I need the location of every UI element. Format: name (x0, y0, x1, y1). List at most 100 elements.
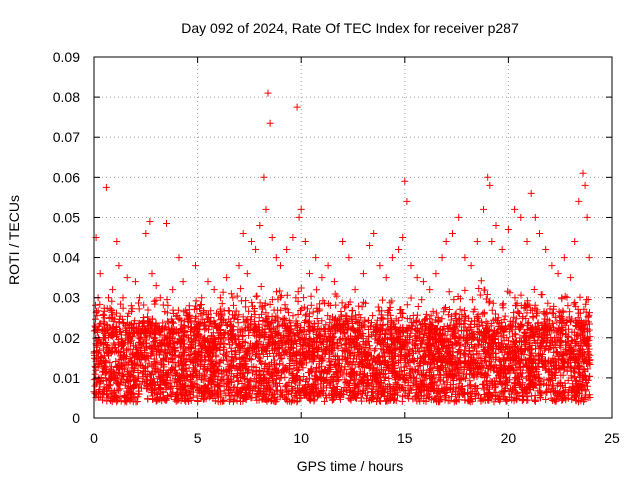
data-point (227, 290, 235, 298)
data-point (300, 294, 308, 302)
data-point (196, 301, 204, 309)
data-point (297, 284, 305, 292)
data-point (345, 301, 352, 309)
data-point (442, 304, 449, 311)
data-point (277, 292, 285, 300)
data-point (475, 285, 483, 292)
data-point (374, 303, 382, 311)
data-point (414, 303, 422, 310)
data-point (516, 325, 523, 333)
data-point (388, 297, 396, 305)
data-point (168, 318, 176, 326)
data-point (512, 302, 519, 310)
data-point (306, 395, 314, 403)
data-point (480, 310, 488, 318)
data-point (272, 312, 280, 320)
data-point (169, 306, 177, 314)
data-point (549, 354, 557, 362)
data-point (532, 345, 539, 353)
data-point (135, 305, 143, 313)
data-point (418, 370, 425, 378)
data-point (523, 309, 531, 317)
data-point (101, 334, 109, 342)
data-point (563, 337, 571, 345)
data-point (289, 312, 297, 320)
data-point (398, 397, 406, 405)
data-point (300, 303, 308, 311)
data-point (92, 315, 99, 323)
data-point (105, 314, 113, 322)
data-point (445, 288, 453, 296)
data-point (257, 283, 265, 290)
data-point (168, 382, 176, 390)
data-point (418, 296, 426, 304)
data-point (139, 318, 147, 326)
data-point (164, 392, 171, 399)
data-point (427, 312, 435, 320)
data-point (570, 300, 578, 308)
data-point (163, 296, 171, 304)
data-point (379, 296, 386, 304)
data-point (370, 365, 378, 373)
data-point (219, 288, 227, 296)
data-point (519, 313, 527, 321)
data-point (119, 304, 127, 312)
data-point (547, 342, 555, 350)
data-point (91, 389, 99, 397)
data-point (185, 389, 193, 397)
data-point (369, 312, 377, 320)
data-point (313, 286, 321, 294)
data-point (252, 292, 260, 300)
data-point (385, 375, 393, 382)
data-point (309, 308, 317, 316)
data-point (575, 309, 583, 317)
data-point (564, 302, 572, 310)
data-point (256, 332, 264, 340)
data-point (287, 319, 295, 327)
data-point (448, 393, 455, 401)
data-point (320, 325, 328, 333)
data-point (363, 391, 371, 399)
data-point (237, 398, 244, 405)
data-point (307, 292, 315, 300)
data-point (461, 286, 469, 294)
data-point (314, 325, 322, 333)
data-point (511, 330, 519, 338)
data-point (525, 319, 533, 327)
data-point (571, 299, 579, 306)
data-point (489, 299, 497, 307)
data-point (523, 396, 531, 404)
data-point (248, 298, 256, 306)
data-point (490, 398, 498, 406)
data-point (576, 293, 584, 301)
data-point (218, 300, 226, 308)
data-point (413, 311, 421, 319)
data-point (152, 296, 160, 304)
data-point (126, 345, 134, 353)
data-point (585, 326, 593, 334)
data-point (512, 331, 520, 339)
data-point (144, 306, 152, 314)
data-point (153, 389, 161, 397)
data-point (124, 333, 132, 341)
data-point (225, 307, 233, 315)
data-point (238, 380, 246, 387)
data-point (341, 304, 349, 312)
data-point (450, 296, 458, 304)
data-point (504, 287, 512, 295)
data-point (543, 389, 551, 397)
data-point (436, 377, 444, 385)
data-point (451, 311, 459, 319)
data-point (559, 307, 567, 315)
data-point (307, 301, 315, 309)
data-point (475, 322, 483, 330)
data-point (349, 307, 357, 315)
data-point (357, 314, 365, 322)
data-point (403, 301, 411, 309)
data-point (468, 341, 475, 348)
data-point (327, 330, 334, 338)
data-point (514, 307, 522, 315)
data-point (242, 297, 250, 305)
data-point (277, 355, 285, 363)
data-point (564, 376, 572, 384)
